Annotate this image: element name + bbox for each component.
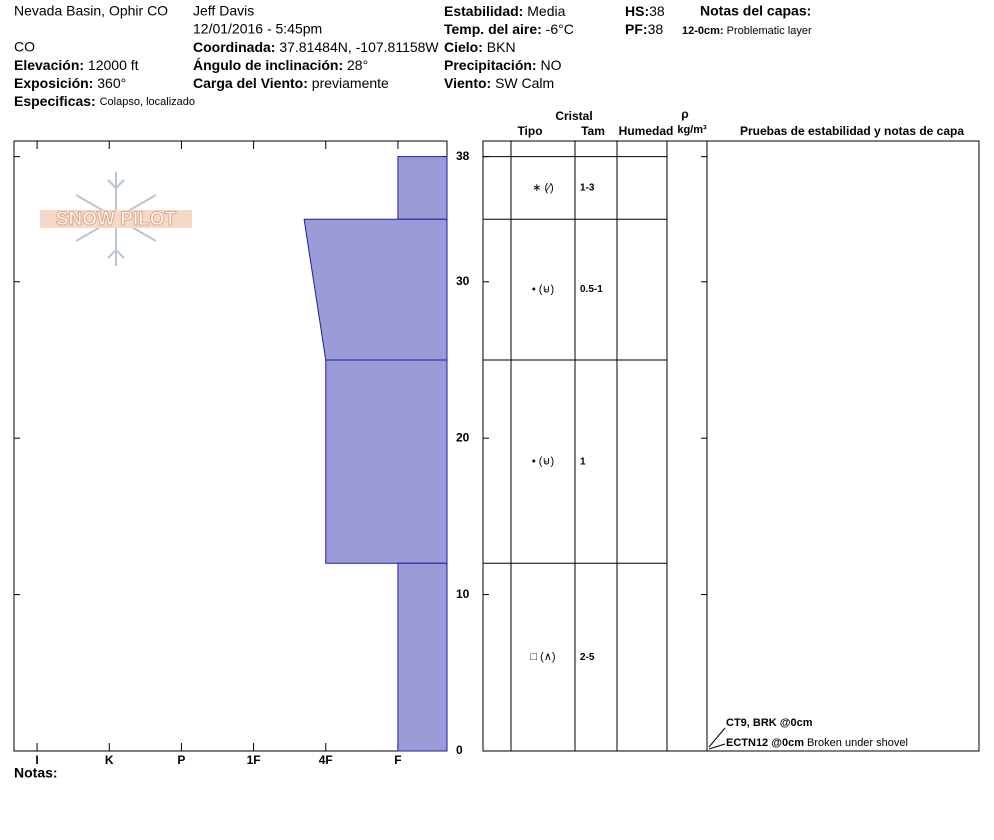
test-result: ECTN12 @0cm Broken under shovel <box>726 737 908 749</box>
header-type: Tipo <box>517 124 542 138</box>
label: HS: <box>625 3 649 19</box>
wind: Viento: SW Calm <box>444 75 554 91</box>
stability: Estabilidad: Media <box>444 3 566 19</box>
label: Elevación: <box>14 57 84 73</box>
air-temp: Temp. del aire: -6°C <box>444 21 574 37</box>
elevation: Elevación: 12000 ft <box>14 57 139 73</box>
value: previamente <box>312 75 389 91</box>
note: Broken under shovel <box>807 737 908 749</box>
y-tick-label: 0 <box>456 743 463 757</box>
header-moisture: Humedad <box>619 124 674 138</box>
label: Coordinada: <box>193 39 275 55</box>
x-tick-label: F <box>394 753 401 767</box>
grain-size: 1-3 <box>580 183 595 194</box>
result: ECTN12 @0cm <box>726 737 804 749</box>
label: Estabilidad: <box>444 3 523 19</box>
x-tick-label: 4F <box>319 753 333 767</box>
observer: Jeff Davis <box>193 3 254 19</box>
label: Ángulo de inclinación: <box>193 57 343 73</box>
specifics: Especificas: Colapso, localizado <box>14 93 195 109</box>
label: Carga del Viento: <box>193 75 308 91</box>
value: 37.81484N, -107.81158W <box>279 39 439 55</box>
value: Colapso, localizado <box>100 96 195 108</box>
datetime: 12/01/2016 - 5:45pm <box>193 21 322 37</box>
test-arrow <box>708 727 726 748</box>
layer-notes-title: Notas del capas: <box>700 3 811 19</box>
value: SW Calm <box>495 75 554 91</box>
pf: PF:38 <box>625 21 663 37</box>
hardness-layer <box>397 562 448 752</box>
x-tick-label: K <box>105 753 114 767</box>
hardness-layer <box>397 156 448 220</box>
label: Viento: <box>444 75 491 91</box>
y-tick-label: 38 <box>456 149 470 163</box>
label: Especificas: <box>14 93 96 109</box>
x-tick-label: 1F <box>247 753 261 767</box>
layer-note: 12-0cm: Problematic layer <box>682 25 812 37</box>
header-size: Tam <box>581 124 605 138</box>
hardness-layer <box>303 218 448 361</box>
value: 38 <box>648 21 664 37</box>
label: Cielo: <box>444 39 483 55</box>
layer-rows: ∗ (⁄) 1-3 • (⊌) 0.5-1 • (⊌) 1 □ (∧) 2-5 <box>483 156 667 663</box>
grain-type: • (⊌) <box>532 283 554 295</box>
grain-type: • (⊌) <box>532 456 554 468</box>
state: CO <box>14 39 35 55</box>
value: 12000 ft <box>88 57 139 73</box>
coordinates: Coordinada: 37.81484N, -107.81158W <box>193 39 439 55</box>
location: Nevada Basin, Ophir CO <box>14 3 168 19</box>
value: -6°C <box>546 21 574 37</box>
grain-size: 2-5 <box>580 652 595 663</box>
precipitation: Precipitación: NO <box>444 57 562 73</box>
wind-loading: Carga del Viento: previamente <box>193 75 389 91</box>
notes-label: Notas: <box>14 765 58 781</box>
test-arrow <box>708 743 726 750</box>
note: Problematic layer <box>727 25 812 37</box>
header-density: ρ <box>681 107 688 121</box>
header-density-unit: kg/m³ <box>677 124 707 136</box>
value: 360° <box>97 75 126 91</box>
slope: Ángulo de inclinación: 28° <box>193 57 368 73</box>
label: PF: <box>625 21 648 37</box>
range: 12-0cm: <box>682 25 724 37</box>
label: Precipitación: <box>444 57 537 73</box>
aspect: Exposición: 360° <box>14 75 126 91</box>
label: Exposición: <box>14 75 93 91</box>
x-tick-label: P <box>177 753 185 767</box>
y-tick-label: 10 <box>456 587 470 601</box>
y-tick-label: 30 <box>456 274 470 288</box>
value: NO <box>540 57 561 73</box>
value: Media <box>527 3 565 19</box>
header-crystal: Cristal <box>555 109 592 123</box>
sky: Cielo: BKN <box>444 39 516 55</box>
hardness-chart: I K P 1F 4F F 0 10 20 30 38 <box>14 141 707 767</box>
grain-size: 0.5-1 <box>580 284 603 295</box>
grain-type: ∗ (⁄) <box>532 182 553 194</box>
label: Temp. del aire: <box>444 21 542 37</box>
value: 28° <box>347 57 368 73</box>
header-tests: Pruebas de estabilidad y notas de capa <box>740 124 964 138</box>
logo-text: SNOW PILOT <box>56 209 177 230</box>
hardness-layer <box>325 359 448 564</box>
grain-size: 1 <box>580 456 586 467</box>
x-tick-label: I <box>35 753 38 767</box>
y-tick-label: 20 <box>456 430 470 444</box>
test-result: CT9, BRK @0cm <box>726 717 813 729</box>
value: 38 <box>649 3 665 19</box>
logo-band <box>40 210 192 228</box>
hs: HS:38 <box>625 3 665 19</box>
table-frame <box>482 140 980 752</box>
grain-type: □ (∧) <box>530 651 555 663</box>
value: BKN <box>487 39 516 55</box>
